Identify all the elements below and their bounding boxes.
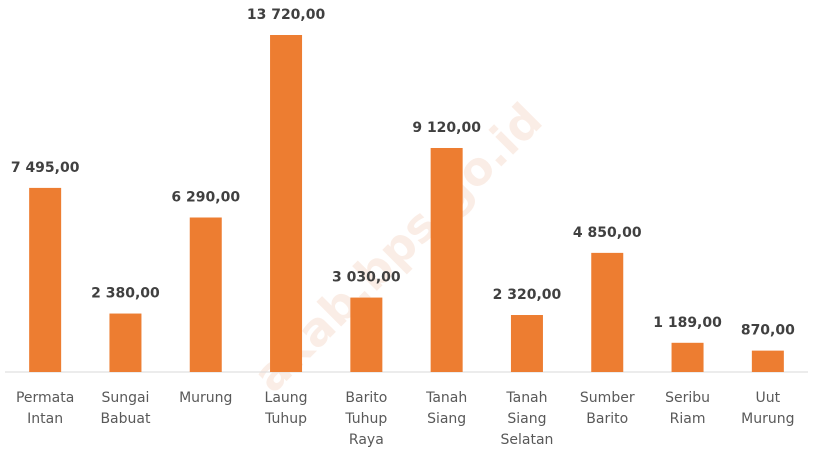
data-label: 870,00 <box>741 323 795 339</box>
x-tick-label: Sumber Barito <box>580 390 635 427</box>
x-tick-label: Laung Tuhup <box>264 390 307 427</box>
data-label: 1 189,00 <box>653 315 722 331</box>
x-tick-label: Uut Murung <box>741 390 794 427</box>
x-tick-label: Tanah Siang Selatan <box>500 390 553 448</box>
data-label: 13 720,00 <box>247 7 326 23</box>
x-tick-label: Tanah Siang <box>425 390 467 427</box>
data-label: 3 030,00 <box>332 270 401 286</box>
data-label: 9 120,00 <box>412 120 481 136</box>
bar <box>671 342 704 372</box>
data-label: 7 495,00 <box>11 160 80 176</box>
x-tick-label: Permata Intan <box>16 390 74 427</box>
bar <box>591 252 624 372</box>
bar <box>430 147 463 372</box>
bar <box>29 187 62 372</box>
bar <box>510 315 543 372</box>
data-label: 6 290,00 <box>171 190 240 206</box>
bar <box>350 297 383 372</box>
x-tick-label: Barito Tuhup Raya <box>344 390 387 448</box>
data-label: 4 850,00 <box>573 225 642 241</box>
x-tick-label: Seribu Riam <box>665 390 710 427</box>
x-tick-label: Murung <box>179 390 232 406</box>
bar <box>751 350 784 372</box>
bar <box>270 35 303 372</box>
data-label: 2 380,00 <box>91 286 160 302</box>
bar <box>189 217 222 372</box>
bar <box>109 313 142 372</box>
data-label: 2 320,00 <box>493 287 562 303</box>
x-tick-label: Sungai Babuat <box>100 390 151 427</box>
